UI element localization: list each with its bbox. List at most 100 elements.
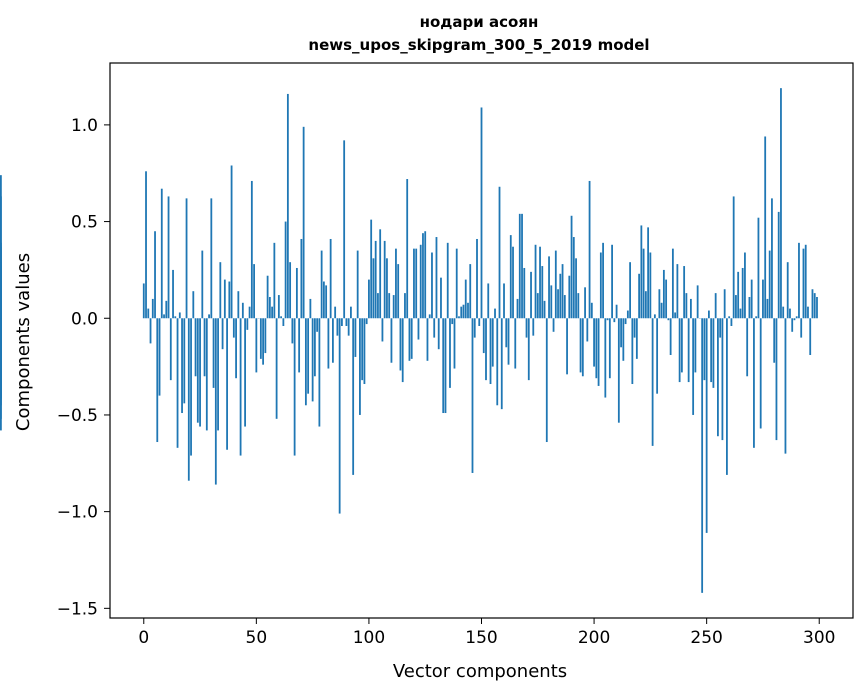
bar-169 [523,267,526,319]
bar-18 [183,318,186,404]
bar-215 [626,310,629,319]
bar-25 [199,318,201,427]
bar-72 [304,318,307,406]
bar-71 [302,126,305,319]
bars-group [0,88,818,593]
x-tick-label: 150 [465,628,497,648]
bar-42 [237,291,240,319]
bar-211 [617,318,620,423]
bar-161 [505,318,508,348]
bar-193 [577,293,580,319]
bar-159 [500,318,503,410]
bar-186 [561,264,564,319]
bar-129 [433,318,436,338]
bar-230 [660,302,663,319]
bar-78 [318,318,321,427]
x-axis-label: Vector components [393,661,567,682]
bar-216 [629,262,631,319]
bar-275 [762,279,764,319]
bar-291 [798,242,800,319]
bar-151 [482,318,485,354]
bar-92 [350,306,352,319]
bar-76 [313,318,316,377]
bar-262 [732,196,735,319]
bar-undefined [0,262,2,319]
bar-10 [165,300,168,319]
bar-143 [464,279,467,319]
bar-131 [437,318,440,350]
bar-296 [809,318,812,355]
bar-31 [212,318,215,388]
bar-128 [431,252,433,319]
bar-187 [563,295,566,319]
bar-53 [262,318,264,365]
bar-75 [311,318,314,402]
bar-289 [793,318,796,321]
bar-34 [219,262,222,319]
bar-69 [298,318,301,373]
bar-61 [280,316,283,319]
bar-269 [748,296,751,319]
bar-111 [392,295,395,319]
bar-268 [746,318,749,377]
bar-102 [372,258,375,319]
bar-249 [703,318,706,381]
bar-185 [559,273,562,319]
bar-94 [354,318,357,357]
bar-181 [550,285,553,319]
bar-188 [566,318,568,375]
bar-126 [426,318,429,361]
bar-158 [498,186,501,319]
bar-170 [525,318,528,338]
y-tick-label: −1.5 [57,599,98,619]
bar-89 [343,140,346,319]
bar-55 [266,275,269,319]
bar-163 [509,235,512,319]
bar-201 [595,318,598,379]
bar-162 [507,318,510,365]
bar-244 [692,318,695,415]
bar-239 [680,318,683,373]
bar-116 [404,293,406,319]
bar-28 [205,318,208,431]
bar-43 [239,318,242,456]
bar-173 [532,318,535,336]
bar-95 [356,250,359,319]
bar-105 [379,229,382,319]
bar-258 [723,289,726,319]
bar-84 [332,318,334,363]
bar-32 [214,318,217,485]
bar-152 [485,318,487,381]
bar-135 [446,242,449,319]
bar-265 [739,308,742,319]
bar-undefined [0,318,2,398]
bar-148 [476,238,478,319]
bar-155 [491,318,494,367]
bar-141 [460,306,463,319]
bar-39 [230,165,233,319]
bar-248 [701,318,704,593]
y-axis-ticks: −1.5 −1.0 −0.5 0.0 0.5 1.0 [57,116,110,619]
bar-282 [777,211,780,319]
chart-title: нодари асоян [420,13,539,31]
bar-45 [244,318,246,427]
bar-46 [246,318,249,330]
bar-264 [737,271,740,319]
bar-238 [678,318,681,383]
plot-frame [109,62,854,619]
bar-295 [807,306,809,319]
bar-246 [696,285,699,319]
bar-227 [653,314,656,319]
bar-299 [816,296,818,319]
bar-138 [453,318,456,369]
bar-139 [455,248,458,319]
bar-19 [185,198,188,319]
bar-52 [259,318,262,359]
bar-232 [665,279,668,319]
bar-100 [368,279,370,319]
x-tick-label: 250 [690,628,722,648]
bar-80 [322,281,325,319]
bar-274 [759,318,762,429]
x-tick-label: 50 [246,628,268,648]
bar-99 [365,318,368,325]
